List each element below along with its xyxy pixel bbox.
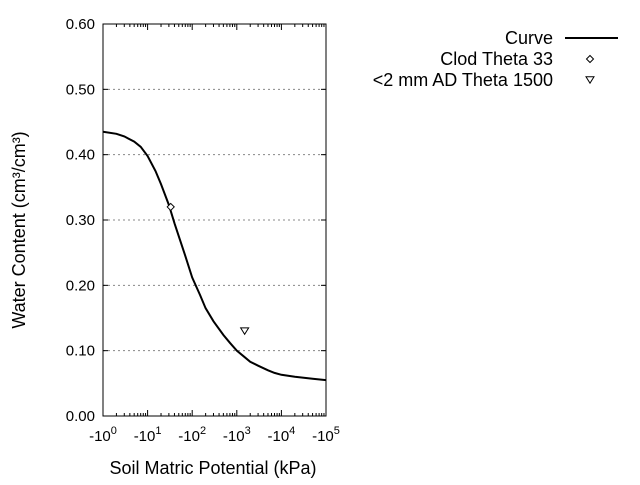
y-tick-label: 0.10 xyxy=(66,343,95,360)
x-tick-label: -102 xyxy=(178,425,206,445)
y-tick-label: 0.60 xyxy=(66,16,95,33)
diamond-marker xyxy=(585,54,595,64)
curve-line xyxy=(102,130,327,382)
x-tick-label: -101 xyxy=(134,425,162,445)
legend-label: Clod Theta 33 xyxy=(440,49,553,69)
x-axis-title: Soil Matric Potential (kPa) xyxy=(109,458,316,478)
y-tick-label: 0.20 xyxy=(66,277,95,294)
axes-layer: 0.00 0.10 0.20 0.30 0.40 0.50 0.60 -100 -101 -102… xyxy=(66,16,340,445)
y-axis-title: Water Content (cm³/cm³) xyxy=(9,131,29,328)
diamond-marker xyxy=(166,202,175,212)
y-tick-label: 0.00 xyxy=(66,408,95,425)
y-tick-label: 0.40 xyxy=(66,147,95,164)
y-tick-label: 0.50 xyxy=(66,81,95,98)
legend-label: Curve xyxy=(505,28,553,48)
triangle-down-marker xyxy=(585,76,595,85)
x-tick-label: -103 xyxy=(223,425,251,445)
x-tick-label: -105 xyxy=(312,425,340,445)
series-layer xyxy=(102,130,327,382)
y-tick-label: 0.30 xyxy=(66,212,95,229)
legend-label: <2 mm AD Theta 1500 xyxy=(373,70,553,90)
grid-layer xyxy=(103,88,326,352)
x-tick-label: -100 xyxy=(89,425,117,445)
triangle-down-marker xyxy=(239,327,250,336)
x-tick-label: -104 xyxy=(267,425,295,445)
